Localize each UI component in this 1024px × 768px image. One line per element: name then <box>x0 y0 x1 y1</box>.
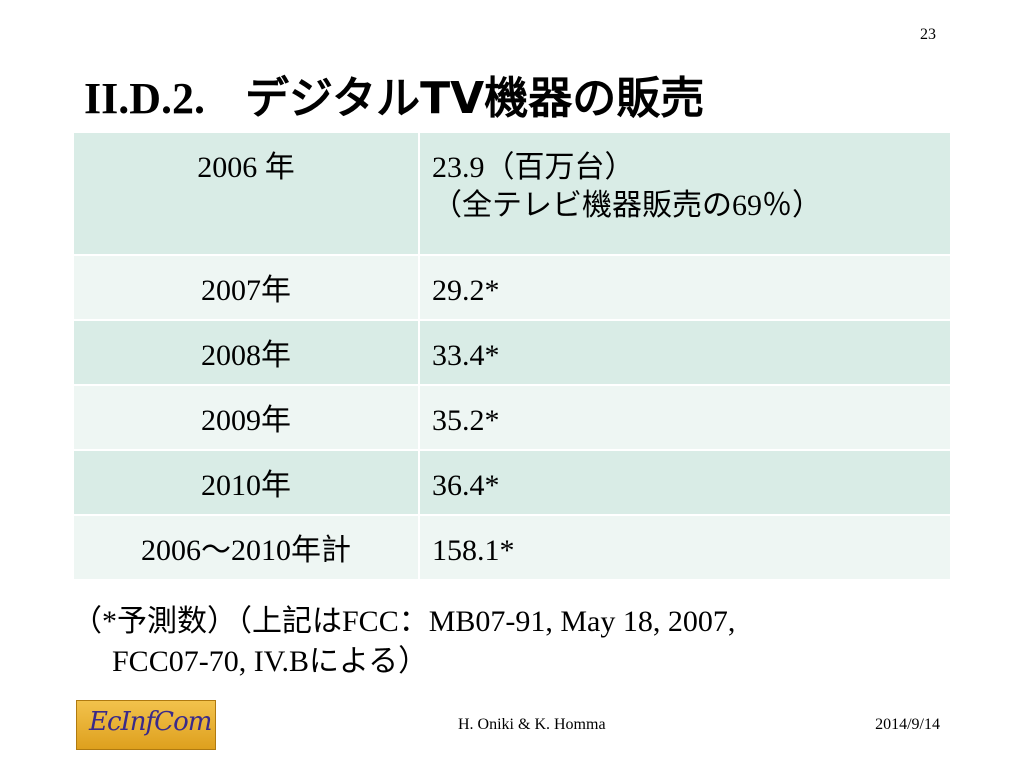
source-note: （*予測数）（上記はFCC：MB07-91, May 18, 2007, FCC… <box>72 602 952 682</box>
table-row: 2006 年 23.9（百万台） （全テレビ機器販売の69％） <box>72 131 952 256</box>
year-label: 2007年 <box>201 274 291 307</box>
page-number: 23 <box>920 26 936 43</box>
section-number: II.D.2. <box>84 74 206 123</box>
value-line: 35.2* <box>432 404 500 437</box>
year-cell: 2006 年 <box>72 131 420 256</box>
year-label: 2009年 <box>201 404 291 437</box>
table-row: 2008年 33.4* <box>72 319 952 386</box>
year-cell: 2009年 <box>72 384 420 451</box>
ecinfcom-logo: EcInfCom <box>76 700 216 750</box>
note-line: FCC07-70, IV.Bによる） <box>112 645 429 678</box>
footer-date: 2014/9/14 <box>875 716 940 733</box>
year-label: 2006～2010年計 <box>141 534 351 567</box>
table-row: 2007年 29.2* <box>72 254 952 321</box>
value-cell: 35.2* <box>418 384 952 451</box>
logo-text: EcInfCom <box>89 707 212 737</box>
year-label: 2010年 <box>201 469 291 502</box>
table-row: 2010年 36.4* <box>72 449 952 516</box>
table-row: 2009年 35.2* <box>72 384 952 451</box>
year-label: 2006 年 <box>197 151 295 184</box>
sales-table: 2006 年 23.9（百万台） （全テレビ機器販売の69％） 2007年 29… <box>72 131 952 581</box>
year-label: 2008年 <box>201 339 291 372</box>
value-cell: 29.2* <box>418 254 952 321</box>
year-cell: 2008年 <box>72 319 420 386</box>
year-cell: 2006～2010年計 <box>72 514 420 581</box>
title-text: デジタルTV機器の販売 <box>245 73 705 124</box>
year-cell: 2010年 <box>72 449 420 516</box>
value-cell: 23.9（百万台） （全テレビ機器販売の69％） <box>418 131 952 256</box>
value-line: （全テレビ機器販売の69％） <box>432 189 822 222</box>
value-cell: 36.4* <box>418 449 952 516</box>
value-line: 29.2* <box>432 274 500 307</box>
value-cell: 33.4* <box>418 319 952 386</box>
value-line: 33.4* <box>432 339 500 372</box>
note-line: （*予測数）（上記はFCC：MB07-91, May 18, 2007, <box>72 605 736 638</box>
value-line: 36.4* <box>432 469 500 502</box>
table-row: 2006～2010年計 158.1* <box>72 514 952 581</box>
footer-authors: H. Oniki & K. Homma <box>458 716 606 733</box>
slide-title: II.D.2. デジタルTV機器の販売 <box>84 62 704 126</box>
value-line: 23.9（百万台） <box>432 151 635 184</box>
value-line: 158.1* <box>432 534 515 567</box>
year-cell: 2007年 <box>72 254 420 321</box>
value-cell: 158.1* <box>418 514 952 581</box>
